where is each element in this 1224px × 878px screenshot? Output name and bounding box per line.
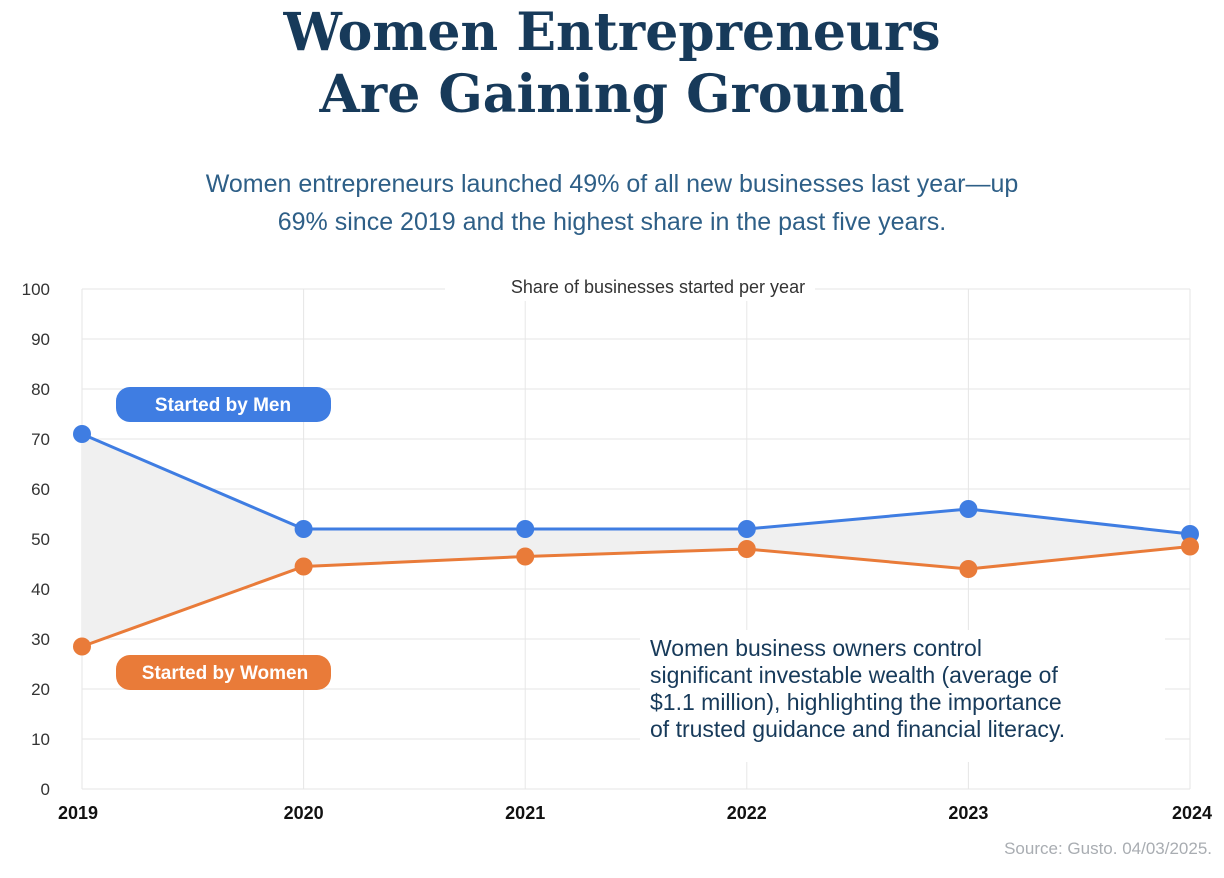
source-note: Source: Gusto. 04/03/2025. <box>1004 839 1212 858</box>
page-title: Women Entrepreneurs Are Gaining Ground <box>0 2 1224 126</box>
data-point-women <box>73 637 91 656</box>
subtitle-line-1: Women entrepreneurs launched 49% of all … <box>205 170 1019 198</box>
data-point-women <box>1181 537 1199 556</box>
series-points <box>73 425 1199 656</box>
data-point-men <box>959 500 978 518</box>
data-point-women <box>959 560 978 578</box>
data-point-men <box>516 520 535 538</box>
subtitle-line-2: 69% since 2019 and the highest share in … <box>277 208 947 236</box>
annotation-line-3: $1.1 million), highlighting the importan… <box>650 689 1062 715</box>
data-point-women <box>516 547 535 566</box>
chart-title-background <box>445 275 815 301</box>
annotation-line-4: of trusted guidance and financial litera… <box>650 716 1065 742</box>
legend-men: Started by Men <box>116 387 331 422</box>
chart-title: Share of businesses started per year <box>511 277 805 297</box>
data-point-women <box>737 540 756 558</box>
y-tick-label: 40 <box>31 580 50 599</box>
x-tick-label: 2022 <box>727 803 767 823</box>
legend-women-pill <box>116 655 331 690</box>
series-lines <box>81 432 1191 648</box>
x-tick-label: 2023 <box>948 803 988 823</box>
y-axis-ticks: 0 10 20 30 40 50 60 70 80 90 100 <box>22 280 50 799</box>
y-tick-label: 0 <box>41 780 50 799</box>
data-point-women <box>294 557 313 576</box>
title-line-1: Women Entrepreneurs <box>283 2 941 63</box>
y-tick-label: 90 <box>31 330 50 349</box>
y-tick-label: 80 <box>31 380 50 399</box>
y-tick-label: 30 <box>31 630 50 649</box>
annotation-background <box>640 630 1165 762</box>
data-point-men <box>737 520 756 538</box>
title-line-2: Are Gaining Ground <box>319 64 905 125</box>
series-line-women <box>81 545 1191 648</box>
subtitle: Women entrepreneurs launched 49% of all … <box>0 165 1224 241</box>
data-point-men <box>294 520 313 538</box>
series-line-men <box>81 432 1191 536</box>
x-tick-label: 2020 <box>284 803 324 823</box>
data-point-men <box>1181 525 1199 543</box>
y-tick-label: 70 <box>31 430 50 449</box>
annotation-line-1: Women business owners control <box>650 635 982 661</box>
legend-women: Started by Women <box>116 655 331 690</box>
x-axis-ticks: 2019 2020 2021 2022 2023 2024 <box>58 803 1212 823</box>
legend-men-pill <box>116 387 331 422</box>
x-tick-label: 2019 <box>58 803 98 823</box>
gap-area <box>82 434 1190 647</box>
y-tick-label: 50 <box>31 530 50 549</box>
data-point-men <box>73 425 91 443</box>
x-tick-label: 2024 <box>1172 803 1212 823</box>
y-tick-label: 60 <box>31 480 50 499</box>
y-tick-label: 20 <box>31 680 50 699</box>
legend-men-label: Started by Men <box>155 395 291 416</box>
annotation: Women business owners control significan… <box>640 630 1165 762</box>
annotation-line-2: significant investable wealth (average o… <box>650 662 1058 688</box>
y-tick-label: 100 <box>22 280 50 299</box>
legend-women-label: Started by Women <box>142 663 308 684</box>
y-tick-label: 10 <box>31 730 50 749</box>
x-tick-label: 2021 <box>505 803 545 823</box>
